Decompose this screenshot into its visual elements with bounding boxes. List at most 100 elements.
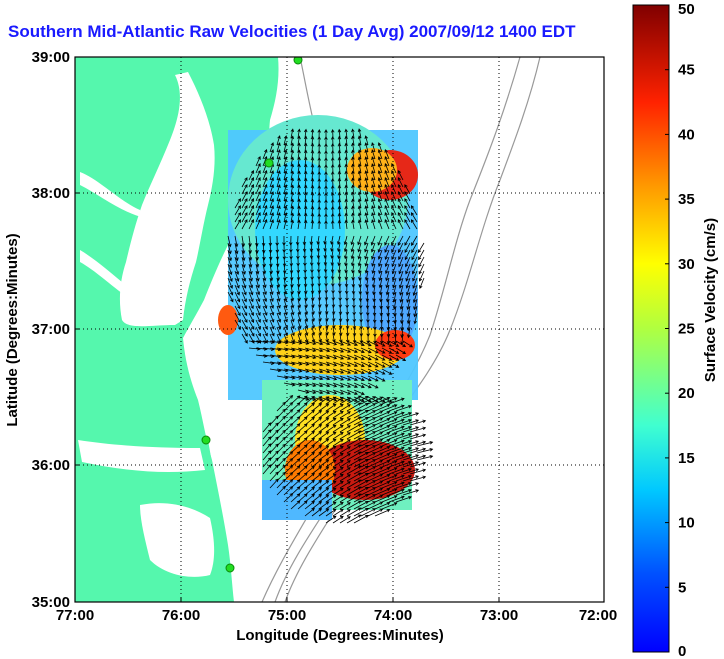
velocity-arrow — [311, 375, 324, 381]
velocity-arrow — [290, 156, 295, 167]
velocity-arrow — [297, 396, 310, 401]
velocity-arrow — [248, 270, 253, 282]
velocity-arrow — [234, 256, 239, 269]
velocity-arrow — [276, 284, 281, 296]
velocity-arrow — [304, 340, 317, 345]
velocity-arrow — [339, 340, 352, 346]
velocity-arrow — [381, 460, 398, 468]
velocity-arrow — [399, 284, 404, 296]
velocity-arrow — [248, 312, 255, 323]
velocity-arrow — [290, 375, 303, 380]
velocity-arrow — [304, 493, 315, 503]
velocity-arrow — [371, 219, 376, 230]
velocity-arrow — [395, 461, 413, 468]
velocity-arrow — [269, 198, 274, 209]
velocity-arrow — [311, 298, 315, 309]
velocity-arrow — [381, 481, 398, 489]
velocity-arrow — [262, 457, 272, 468]
barrier-islands — [204, 440, 230, 572]
velocity-arrow — [339, 495, 351, 503]
velocity-arrow — [405, 277, 411, 289]
velocity-arrow — [241, 184, 248, 195]
velocity-arrow — [304, 375, 317, 380]
velocity-arrow — [276, 401, 286, 412]
map-title: Southern Mid-Atlantic Raw Velocities (1 … — [8, 22, 576, 41]
velocity-arrow — [346, 479, 362, 489]
velocity-arrow — [346, 416, 362, 426]
velocity-arrow — [276, 135, 281, 146]
velocity-arrow — [402, 475, 420, 482]
velocity-arrow — [385, 263, 390, 275]
velocity-arrow — [339, 488, 351, 496]
velocity-arrow — [353, 354, 365, 361]
velocity-arrow — [241, 284, 247, 296]
x-tick-label: 77:00 — [56, 607, 94, 624]
velocity-arrow — [323, 249, 328, 259]
velocity-arrow — [367, 410, 384, 419]
velocity-arrow — [269, 177, 274, 188]
velocity-arrow — [357, 135, 362, 146]
velocity-arrow — [255, 277, 260, 289]
velocity-arrow — [416, 455, 434, 461]
velocity-arrow — [234, 205, 241, 216]
velocity-arrow — [381, 354, 393, 361]
velocity-arrow — [332, 494, 344, 503]
velocity-arrow — [339, 375, 352, 381]
velocity-arrow — [269, 429, 279, 440]
velocity-arrow — [269, 422, 279, 433]
velocity-arrow — [255, 205, 261, 216]
velocity-arrow — [381, 495, 398, 503]
velocity-arrow — [255, 177, 261, 188]
velocity-arrow — [269, 298, 274, 309]
velocity-arrow — [276, 184, 281, 195]
velocity-arrow — [269, 219, 274, 230]
velocity-arrow — [346, 444, 362, 454]
x-tick-label: 75:00 — [268, 607, 306, 624]
velocity-arrow — [297, 163, 301, 174]
velocity-arrow — [283, 354, 296, 359]
velocity-arrow — [360, 347, 372, 354]
velocity-arrow — [289, 263, 294, 274]
velocity-arrow — [395, 347, 407, 355]
velocity-arrow — [343, 235, 348, 246]
velocity-arrow — [357, 177, 362, 188]
velocity-arrow — [399, 298, 404, 310]
velocity-arrow — [346, 395, 362, 405]
velocity-arrow — [318, 305, 322, 315]
velocity-arrow — [290, 170, 295, 181]
velocity-arrow — [297, 298, 302, 309]
velocity-arrow — [310, 149, 315, 160]
velocity-arrow — [377, 198, 383, 209]
velocity-arrow — [241, 205, 248, 216]
velocity-arrow — [332, 326, 336, 336]
velocity-arrow — [381, 340, 393, 347]
velocity-arrow — [339, 474, 351, 482]
velocity-arrow — [268, 242, 273, 254]
velocity-arrow — [303, 184, 308, 195]
velocity-arrow — [395, 447, 413, 454]
velocity-arrow — [269, 443, 279, 454]
velocity-arrow — [290, 298, 295, 309]
velocity-arrow — [241, 256, 246, 269]
velocity-arrow — [248, 170, 255, 181]
velocity-arrow — [325, 445, 337, 454]
velocity-arrow — [360, 501, 377, 510]
velocity-arrow — [248, 184, 255, 195]
velocity-arrow — [241, 305, 248, 317]
x-tick-label: 72:00 — [579, 607, 617, 624]
velocity-arrow — [241, 263, 246, 275]
velocity-arrow — [388, 404, 405, 412]
velocity-arrow — [318, 452, 330, 461]
velocity-arrow — [304, 437, 315, 447]
velocity-arrow — [360, 354, 372, 361]
velocity-arrow — [351, 184, 355, 195]
velocity-arrow — [318, 403, 330, 412]
velocity-arrow — [304, 368, 317, 373]
velocity-arrow — [388, 340, 400, 347]
velocity-arrow — [404, 219, 411, 230]
velocity-arrow — [357, 128, 362, 139]
velocity-arrow — [385, 277, 390, 289]
velocity-arrow — [304, 389, 317, 394]
velocity-arrow — [374, 361, 386, 368]
velocity-arrow — [325, 375, 338, 381]
